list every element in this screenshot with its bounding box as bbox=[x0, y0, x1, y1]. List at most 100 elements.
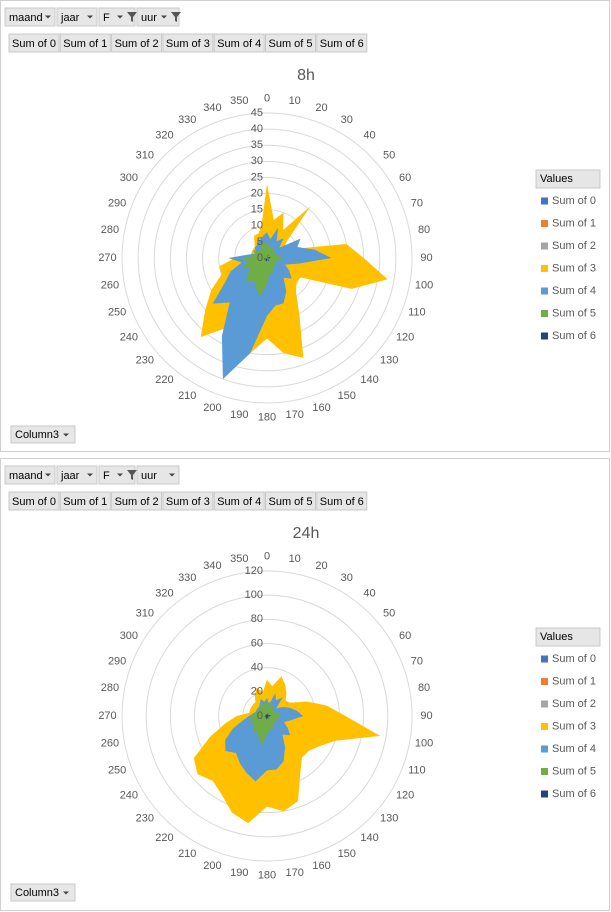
value-field-bg bbox=[265, 33, 316, 53]
value-field-bg bbox=[162, 33, 214, 53]
value-field-label: Sum of 3 bbox=[166, 496, 210, 508]
axis-field-button[interactable]: Column3 bbox=[10, 425, 76, 444]
grid-circle bbox=[121, 570, 413, 862]
grid-circle bbox=[153, 144, 381, 372]
value-field-label: Sum of 2 bbox=[115, 38, 159, 50]
radial-tick-label: 45 bbox=[251, 107, 263, 119]
value-field-button[interactable]: Sum of 1 bbox=[59, 33, 111, 53]
category-label: 240 bbox=[120, 790, 138, 802]
dropdown-arrow bbox=[161, 15, 167, 19]
category-label: 160 bbox=[312, 860, 330, 872]
category-label: 60 bbox=[399, 172, 411, 184]
category-label: 30 bbox=[341, 572, 353, 584]
value-field-label: Sum of 3 bbox=[166, 38, 210, 50]
value-field-button[interactable]: Sum of 2 bbox=[111, 33, 163, 53]
radial-tick-label: 80 bbox=[251, 613, 263, 625]
radial-tick-label: 20 bbox=[251, 187, 263, 199]
filter-button[interactable]: F bbox=[98, 7, 137, 27]
category-label: 230 bbox=[136, 354, 154, 366]
category-label: 320 bbox=[155, 588, 173, 600]
filter-button-label: F bbox=[103, 470, 110, 482]
value-field-label: Sum of 5 bbox=[268, 496, 312, 508]
legend-title-bg bbox=[535, 169, 601, 189]
value-field-button[interactable]: Sum of 4 bbox=[213, 491, 265, 511]
axis-field-button[interactable]: Column3 bbox=[10, 883, 76, 902]
filter-icon bbox=[171, 12, 181, 22]
dropdown-arrow bbox=[169, 473, 175, 477]
filter-button[interactable]: jaar bbox=[56, 465, 98, 485]
value-field-button[interactable]: Sum of 3 bbox=[162, 33, 214, 53]
legend-label: Sum of 5 bbox=[552, 765, 596, 777]
value-field-bg bbox=[316, 33, 368, 53]
category-label: 280 bbox=[101, 224, 119, 236]
filter-icon bbox=[127, 470, 137, 480]
value-field-button[interactable]: Sum of 1 bbox=[59, 491, 111, 511]
value-field-bg bbox=[8, 491, 60, 511]
value-field-button[interactable]: Sum of 5 bbox=[265, 33, 316, 53]
value-field-bg bbox=[316, 491, 368, 511]
legend-swatch bbox=[541, 700, 548, 708]
category-label: 190 bbox=[230, 409, 248, 421]
category-label: 130 bbox=[380, 354, 398, 366]
value-field-button[interactable]: Sum of 0 bbox=[8, 33, 60, 53]
legend-title: Values bbox=[540, 631, 573, 643]
value-field-label: Sum of 1 bbox=[63, 38, 107, 50]
dropdown-arrow bbox=[87, 15, 93, 19]
filter-button[interactable]: uur bbox=[136, 465, 180, 485]
category-label: 270 bbox=[98, 252, 116, 264]
legend-label: Sum of 0 bbox=[552, 195, 596, 207]
filter-button[interactable]: maand bbox=[4, 465, 56, 485]
legend-label: Sum of 3 bbox=[552, 720, 596, 732]
filter-button-bg bbox=[4, 465, 56, 485]
axis-field-bg bbox=[10, 883, 76, 902]
value-field-button[interactable]: Sum of 3 bbox=[162, 491, 214, 511]
value-field-button[interactable]: Sum of 0 bbox=[8, 491, 60, 511]
category-label: 100 bbox=[415, 280, 433, 292]
category-label: 70 bbox=[411, 655, 423, 667]
category-label: 340 bbox=[203, 560, 221, 572]
value-field-button[interactable]: Sum of 2 bbox=[111, 491, 163, 511]
value-field-bg bbox=[111, 33, 163, 53]
value-field-button[interactable]: Sum of 5 bbox=[265, 491, 316, 511]
filter-button-bg bbox=[136, 465, 180, 485]
category-label: 150 bbox=[338, 848, 356, 860]
category-label: 170 bbox=[286, 409, 304, 421]
radial-tick-label: 25 bbox=[251, 171, 263, 183]
category-label: 220 bbox=[155, 374, 173, 386]
value-field-bg bbox=[111, 491, 163, 511]
value-field-button[interactable]: Sum of 6 bbox=[316, 33, 368, 53]
category-label: 130 bbox=[380, 812, 398, 824]
filter-button[interactable]: F bbox=[98, 465, 137, 485]
legend-swatch bbox=[541, 310, 548, 317]
radial-tick-label: 5 bbox=[257, 236, 263, 248]
grid-circle bbox=[169, 618, 365, 814]
filter-button-label: jaar bbox=[60, 12, 80, 24]
category-label: 200 bbox=[203, 860, 221, 872]
filter-button-label: jaar bbox=[60, 470, 80, 482]
category-label: 200 bbox=[203, 402, 221, 414]
category-label: 90 bbox=[420, 710, 432, 722]
value-field-button[interactable]: Sum of 4 bbox=[213, 33, 265, 53]
category-label: 350 bbox=[230, 95, 248, 107]
value-field-button[interactable]: Sum of 6 bbox=[316, 491, 368, 511]
filter-button[interactable]: jaar bbox=[56, 7, 98, 27]
axis-field-bg bbox=[10, 425, 76, 444]
filter-button-bg bbox=[98, 7, 136, 27]
radial-tick-label: 15 bbox=[251, 204, 263, 216]
grid-circle bbox=[145, 594, 389, 838]
category-label: 300 bbox=[120, 630, 138, 642]
filter-button-bg bbox=[4, 7, 56, 27]
radial-tick-label: 20 bbox=[251, 686, 263, 698]
category-label: 120 bbox=[396, 332, 414, 344]
legend-label: Sum of 6 bbox=[552, 330, 596, 342]
category-label: 270 bbox=[98, 710, 116, 722]
filter-button[interactable]: uur bbox=[136, 7, 181, 27]
dropdown-arrow bbox=[87, 473, 93, 477]
value-field-label: Sum of 0 bbox=[12, 496, 56, 508]
filter-button[interactable]: maand bbox=[4, 7, 56, 27]
chart-title: 24h bbox=[293, 525, 320, 542]
category-label: 70 bbox=[411, 197, 423, 209]
legend-swatch bbox=[541, 768, 548, 775]
